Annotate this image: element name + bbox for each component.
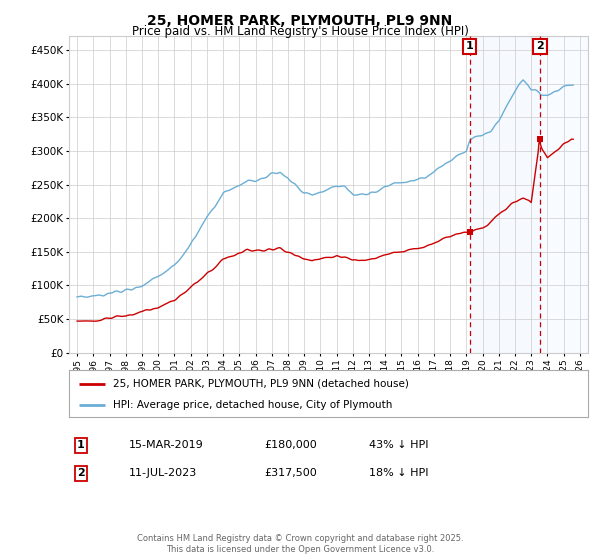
Text: HPI: Average price, detached house, City of Plymouth: HPI: Average price, detached house, City… [113,400,392,410]
Bar [540,36,588,353]
Bar [470,36,540,353]
Text: 25, HOMER PARK, PLYMOUTH, PL9 9NN: 25, HOMER PARK, PLYMOUTH, PL9 9NN [148,14,452,28]
Text: 18% ↓ HPI: 18% ↓ HPI [369,468,428,478]
Text: 43% ↓ HPI: 43% ↓ HPI [369,440,428,450]
Text: Contains HM Land Registry data © Crown copyright and database right 2025.
This d: Contains HM Land Registry data © Crown c… [137,534,463,554]
Text: £180,000: £180,000 [264,440,317,450]
Text: 11-JUL-2023: 11-JUL-2023 [129,468,197,478]
Text: Price paid vs. HM Land Registry's House Price Index (HPI): Price paid vs. HM Land Registry's House … [131,25,469,38]
Text: £317,500: £317,500 [264,468,317,478]
Text: 2: 2 [536,41,544,52]
Text: 2: 2 [77,468,85,478]
Text: 1: 1 [466,41,473,52]
Text: 25, HOMER PARK, PLYMOUTH, PL9 9NN (detached house): 25, HOMER PARK, PLYMOUTH, PL9 9NN (detac… [113,379,409,389]
Text: 1: 1 [77,440,85,450]
Text: 15-MAR-2019: 15-MAR-2019 [129,440,204,450]
